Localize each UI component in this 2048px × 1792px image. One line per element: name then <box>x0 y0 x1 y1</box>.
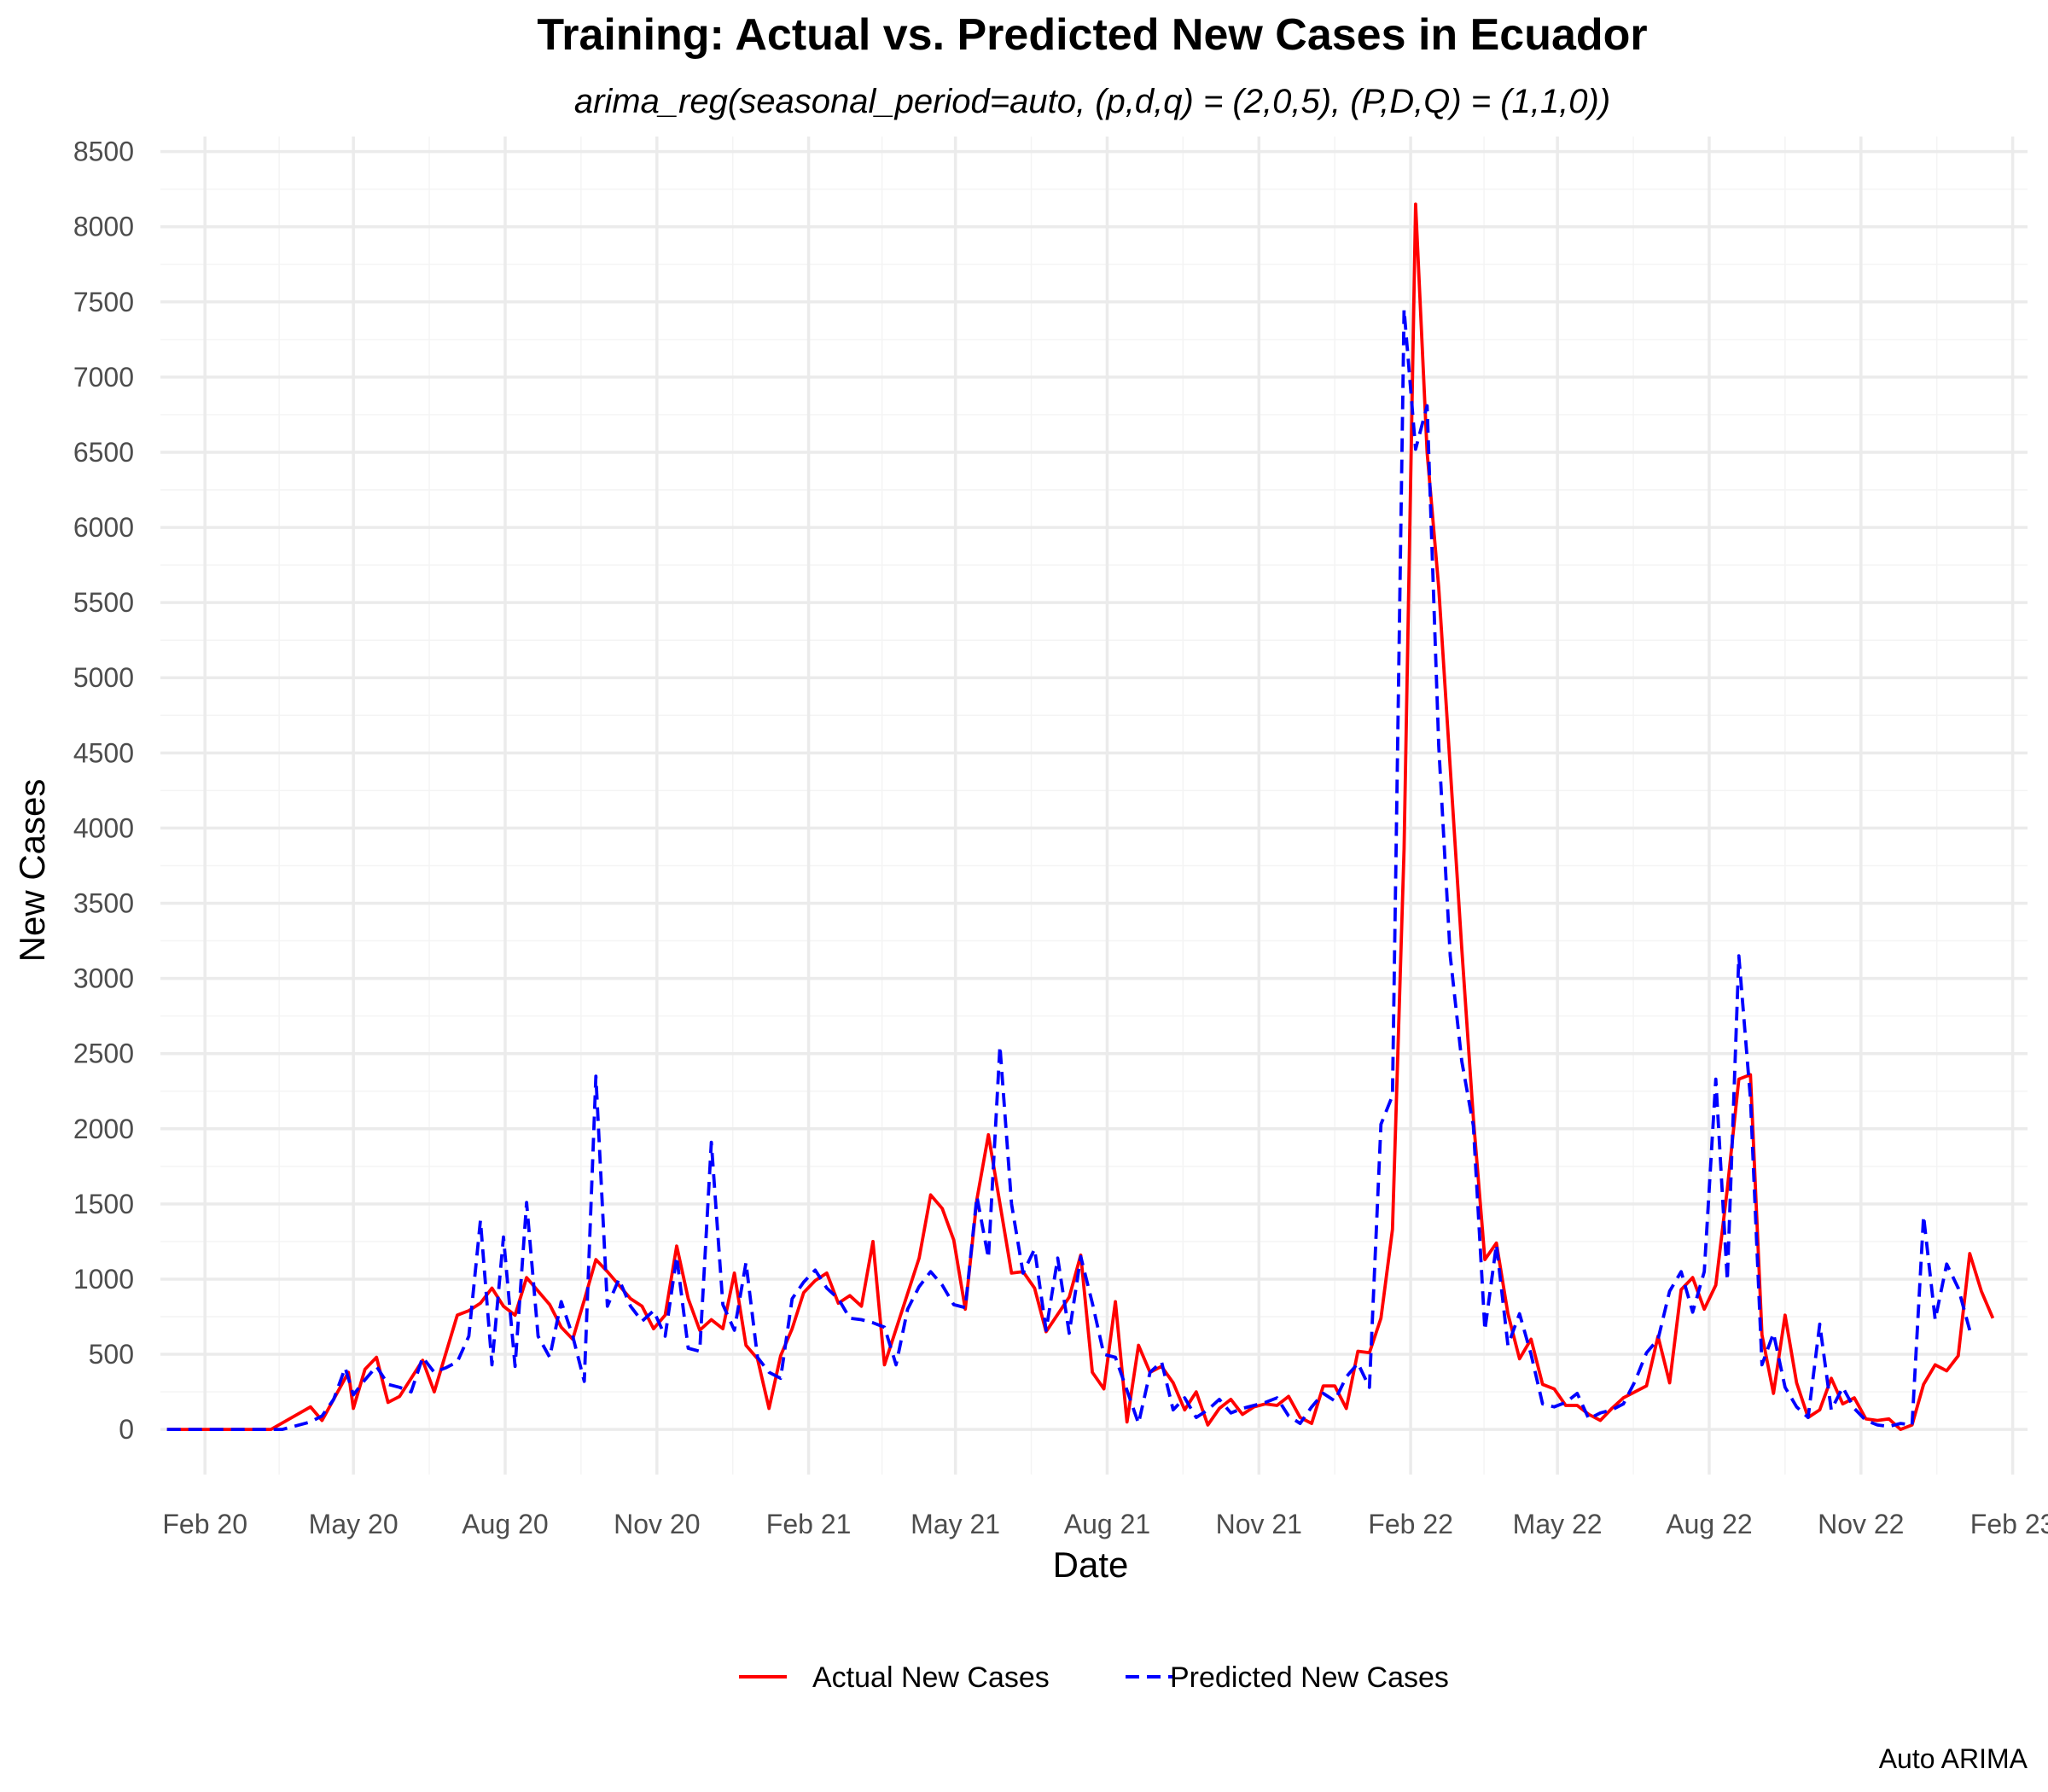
y-tick-label: 1500 <box>73 1189 134 1219</box>
x-tick-label: Feb 20 <box>162 1509 247 1539</box>
y-tick-label: 2500 <box>73 1039 134 1069</box>
x-tick-label: Nov 21 <box>1216 1509 1302 1539</box>
chart-subtitle: arima_reg(seasonal_period=auto, (p,d,q) … <box>574 83 1610 120</box>
y-tick-label: 500 <box>89 1339 134 1370</box>
chart-title: Training: Actual vs. Predicted New Cases… <box>537 10 1647 60</box>
y-axis-title: New Cases <box>12 779 52 963</box>
chart-caption: Auto ARIMA <box>1879 1743 2028 1774</box>
y-tick-label: 3000 <box>73 963 134 994</box>
y-tick-label: 4000 <box>73 812 134 843</box>
x-axis: Feb 20 May 20 Aug 20 Nov 20 Feb 21 May 21 Aug … <box>162 1509 2048 1539</box>
series-lines <box>166 202 1995 1431</box>
predicted-cases-line <box>166 307 1972 1431</box>
y-tick-label: 6500 <box>73 437 134 468</box>
y-axis: 0 500 1000 1500 2000 2500 3000 3500 4000 4500 5000… <box>73 137 134 1446</box>
x-tick-label: Nov 20 <box>614 1509 700 1539</box>
actual-cases-line <box>166 202 1995 1431</box>
x-tick-label: May 21 <box>911 1509 1000 1539</box>
y-tick-label: 4500 <box>73 737 134 768</box>
y-tick-label: 0 <box>119 1414 134 1445</box>
x-tick-label: Feb 23 <box>1970 1509 2048 1539</box>
x-tick-label: Aug 21 <box>1064 1509 1150 1539</box>
x-tick-label: Aug 22 <box>1666 1509 1752 1539</box>
y-tick-label: 3500 <box>73 888 134 919</box>
x-axis-title: Date <box>1053 1545 1129 1585</box>
y-tick-label: 5000 <box>73 662 134 693</box>
legend-label-actual: Actual New Cases <box>812 1661 1050 1694</box>
y-tick-label: 8500 <box>73 137 134 167</box>
x-tick-label: Feb 22 <box>1368 1509 1453 1539</box>
y-tick-label: 7500 <box>73 287 134 317</box>
grid <box>160 137 2028 1475</box>
y-tick-label: 2000 <box>73 1114 134 1144</box>
legend: Actual New Cases Predicted New Cases <box>739 1661 1449 1694</box>
y-tick-label: 8000 <box>73 212 134 242</box>
y-tick-label: 7000 <box>73 362 134 393</box>
x-tick-label: Aug 20 <box>462 1509 548 1539</box>
y-tick-label: 5500 <box>73 587 134 618</box>
x-tick-label: May 20 <box>309 1509 399 1539</box>
x-tick-label: Nov 22 <box>1818 1509 1904 1539</box>
x-tick-label: Feb 21 <box>766 1509 852 1539</box>
x-tick-label: May 22 <box>1513 1509 1603 1539</box>
legend-label-predicted: Predicted New Cases <box>1170 1661 1449 1694</box>
y-tick-label: 1000 <box>73 1264 134 1295</box>
y-tick-label: 6000 <box>73 512 134 543</box>
